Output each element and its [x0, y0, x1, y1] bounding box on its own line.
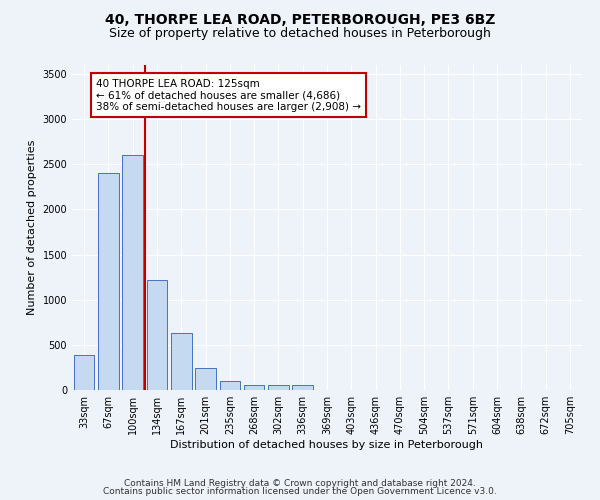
Bar	[74, 355, 94, 390]
Y-axis label: Number of detached properties: Number of detached properties	[27, 140, 37, 315]
Bar	[171, 333, 191, 390]
Text: 40 THORPE LEA ROAD: 125sqm
← 61% of detached houses are smaller (4,686)
38% of s: 40 THORPE LEA ROAD: 125sqm ← 61% of deta…	[96, 78, 361, 112]
Bar	[98, 174, 119, 390]
Bar	[292, 386, 313, 390]
X-axis label: Distribution of detached houses by size in Peterborough: Distribution of detached houses by size …	[170, 440, 484, 450]
Bar	[268, 385, 289, 390]
Text: Contains public sector information licensed under the Open Government Licence v3: Contains public sector information licen…	[103, 487, 497, 496]
Text: Contains HM Land Registry data © Crown copyright and database right 2024.: Contains HM Land Registry data © Crown c…	[124, 478, 476, 488]
Bar	[244, 384, 265, 390]
Bar	[146, 280, 167, 390]
Bar	[122, 156, 143, 390]
Bar	[220, 381, 240, 390]
Text: Size of property relative to detached houses in Peterborough: Size of property relative to detached ho…	[109, 28, 491, 40]
Text: 40, THORPE LEA ROAD, PETERBOROUGH, PE3 6BZ: 40, THORPE LEA ROAD, PETERBOROUGH, PE3 6…	[105, 12, 495, 26]
Bar	[195, 368, 216, 390]
